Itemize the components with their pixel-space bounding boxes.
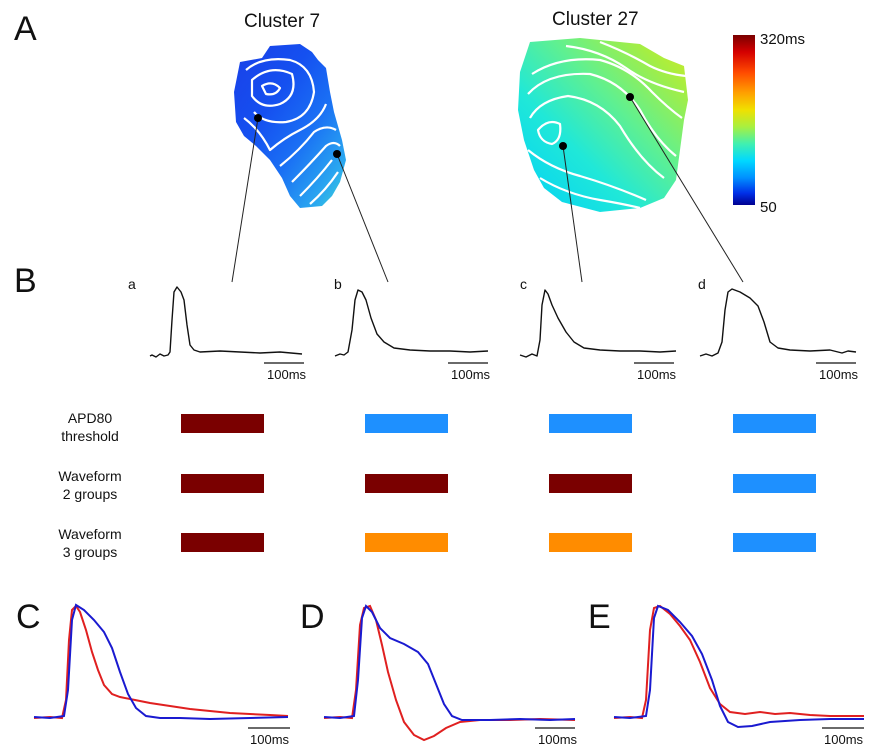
trace-d: 100ms bbox=[699, 288, 859, 382]
trace-b-scalebar: 100ms bbox=[451, 367, 491, 382]
trace-a-scalebar: 100ms bbox=[267, 367, 307, 382]
panel-label-c: C bbox=[16, 598, 41, 636]
class-bar-row2-col3 bbox=[549, 474, 632, 493]
overlay-e-blue-trace bbox=[613, 604, 864, 729]
class-bar-row1-col1 bbox=[181, 414, 264, 433]
row1-label-line1: APD80 bbox=[68, 410, 113, 426]
overlay-d-scalebar: 100ms bbox=[538, 732, 578, 747]
overlay-c-scalebar: 100ms bbox=[250, 732, 290, 747]
trace-label-a: a bbox=[128, 276, 136, 292]
class-bar-row2-col1 bbox=[181, 474, 264, 493]
leader-lines bbox=[231, 96, 744, 283]
colorbar-max-label: 320ms bbox=[760, 31, 805, 48]
panel-label-b: B bbox=[14, 262, 37, 300]
cluster7-map bbox=[234, 44, 346, 208]
class-bar-row3-col3 bbox=[549, 533, 632, 552]
row2-label-line1: Waveform bbox=[58, 468, 121, 484]
row3-label-line2: 3 groups bbox=[63, 544, 117, 560]
trace-c-scalebar: 100ms bbox=[637, 367, 677, 382]
trace-label-b: b bbox=[334, 276, 342, 292]
overlay-e: 100ms bbox=[613, 604, 864, 747]
trace-a: 100ms bbox=[149, 286, 307, 382]
overlay-e-scalebar: 100ms bbox=[824, 732, 864, 747]
sample-point-c bbox=[559, 142, 567, 150]
colorbar-min-label: 50 bbox=[760, 199, 777, 216]
sample-point-d bbox=[626, 93, 634, 101]
class-bar-row2-col4 bbox=[733, 474, 816, 493]
panel-label-e: E bbox=[588, 598, 611, 636]
class-bar-row1-col2 bbox=[365, 414, 448, 433]
cluster27-title: Cluster 27 bbox=[552, 9, 639, 30]
row2-label-line2: 2 groups bbox=[63, 486, 117, 502]
sample-point-a bbox=[254, 114, 262, 122]
class-bar-row1-col4 bbox=[733, 414, 816, 433]
trace-label-c: c bbox=[520, 276, 527, 292]
overlay-c: 100ms bbox=[33, 603, 290, 747]
trace-d-scalebar: 100ms bbox=[819, 367, 859, 382]
sample-point-b bbox=[333, 150, 341, 158]
class-bars bbox=[181, 414, 816, 552]
trace-label-d: d bbox=[698, 276, 706, 292]
cluster7-title: Cluster 7 bbox=[244, 11, 320, 32]
row1-label-line2: threshold bbox=[61, 428, 119, 444]
panel-label-d: D bbox=[300, 598, 325, 636]
class-bar-row3-col1 bbox=[181, 533, 264, 552]
cluster27-map bbox=[518, 38, 688, 212]
overlay-d: 100ms bbox=[323, 604, 578, 747]
panel-label-a: A bbox=[14, 10, 37, 48]
class-bar-row3-col2 bbox=[365, 533, 448, 552]
overlay-e-red-trace bbox=[613, 604, 864, 720]
trace-c: 100ms bbox=[519, 289, 677, 382]
class-bar-row1-col3 bbox=[549, 414, 632, 433]
class-bar-row3-col4 bbox=[733, 533, 816, 552]
colorbar bbox=[733, 35, 755, 205]
overlay-c-red-trace bbox=[33, 604, 289, 720]
overlay-d-blue-trace bbox=[323, 604, 576, 722]
classification-grid: APD80 threshold Waveform 2 groups Wavefo… bbox=[58, 410, 816, 560]
overlay-c-blue-trace bbox=[33, 603, 289, 721]
row3-label-line1: Waveform bbox=[58, 526, 121, 542]
class-bar-row2-col2 bbox=[365, 474, 448, 493]
trace-b: 100ms bbox=[334, 289, 491, 382]
